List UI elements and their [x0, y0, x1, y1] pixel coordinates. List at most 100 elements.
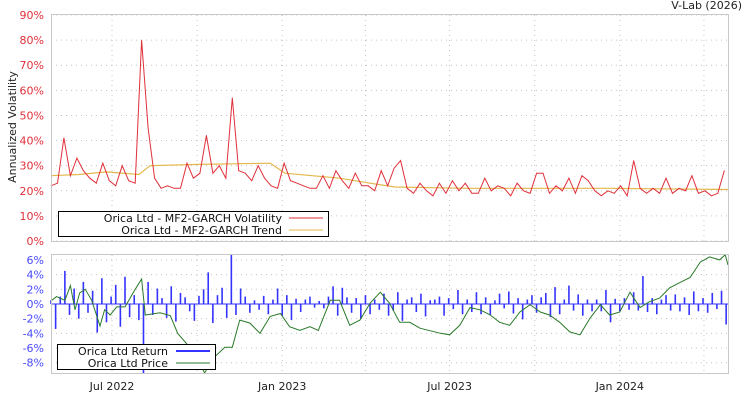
volatility-point	[367, 185, 369, 187]
volatility-point	[186, 162, 188, 164]
volatility-point	[160, 187, 162, 189]
legend-price-label: Orica Ltd Price	[88, 357, 169, 370]
volatility-point	[477, 192, 479, 194]
volatility-point	[303, 185, 304, 187]
price-line	[51, 253, 729, 375]
bottom-y-tick-label: -8%	[23, 357, 44, 370]
volatility-point	[451, 180, 453, 182]
top-y-ticks: 0% 10% 20% 30% 40% 50% 60% 70% 80% 90%	[20, 9, 44, 248]
volatility-point	[341, 180, 343, 182]
volatility-point	[374, 190, 376, 192]
volatility-line	[50, 40, 725, 198]
volatility-point	[613, 192, 615, 194]
volatility-point	[639, 187, 641, 189]
volatility-point	[581, 175, 583, 177]
volatility-point	[432, 195, 434, 197]
top-legend-box	[58, 211, 329, 237]
volatility-point	[380, 170, 382, 172]
volatility-point	[685, 190, 686, 192]
volatility-point	[523, 190, 525, 192]
volatility-point	[646, 192, 648, 194]
top-y-tick-label: 50%	[20, 109, 44, 122]
bottom-y-tick-label: -4%	[23, 327, 44, 340]
top-plot-frame	[51, 14, 729, 242]
volatility-point	[309, 187, 311, 189]
legend-return-label: Orica Ltd Return	[78, 345, 168, 358]
volatility-point	[167, 185, 168, 187]
volatility-point	[652, 187, 654, 189]
volatility-point	[141, 39, 143, 41]
volatility-point	[620, 185, 622, 187]
volatility-plot	[50, 39, 729, 198]
volatility-point	[484, 177, 486, 179]
volatility-point	[102, 162, 104, 164]
volatility-point	[698, 192, 699, 194]
volatility-point	[503, 187, 505, 189]
top-y-tick-label: 70%	[20, 59, 44, 72]
x-tick-label: Jan 2023	[257, 380, 306, 393]
volatility-point	[231, 97, 233, 99]
volatility-point	[290, 180, 291, 182]
volatility-point	[413, 192, 414, 194]
volatility-point	[659, 192, 660, 194]
volatility-point	[225, 177, 227, 179]
volatility-point	[316, 187, 317, 189]
volatility-point	[400, 160, 401, 162]
volatility-point	[439, 182, 440, 184]
volatility-point	[600, 195, 602, 197]
volatility-point	[193, 177, 194, 179]
volatility-point	[264, 177, 266, 179]
trend-line	[50, 162, 729, 191]
volatility-point	[95, 182, 97, 184]
volatility-point	[549, 192, 550, 194]
volatility-point	[354, 172, 356, 174]
volatility-point	[458, 190, 460, 192]
volatility-point	[70, 175, 71, 177]
volatility-point	[568, 177, 570, 179]
volatility-point	[277, 187, 278, 189]
volatility-point	[691, 175, 693, 177]
top-y-tick-label: 60%	[20, 84, 44, 97]
volatility-point	[387, 185, 389, 187]
volatility-point	[497, 185, 499, 187]
volatility-point	[63, 137, 65, 139]
legend-volatility-label: Orica Ltd - MF2-GARCH Volatility	[104, 212, 283, 225]
volatility-point	[199, 172, 201, 174]
bottom-y-tick-label: 2%	[27, 283, 44, 296]
volatility-point	[607, 190, 609, 192]
volatility-point	[555, 185, 557, 187]
volatility-point	[173, 187, 175, 189]
bottom-y-ticks: 6% 4%2% 0% -2%-4% -6% -8%	[23, 254, 44, 370]
top-legend: Orica Ltd - MF2-GARCH Volatility Orica L…	[58, 211, 329, 237]
volatility-point	[464, 182, 466, 184]
volatility-point	[115, 185, 117, 187]
top-gridlines	[51, 14, 728, 242]
volatility-point	[406, 187, 408, 189]
top-y-tick-label: 80%	[20, 34, 44, 47]
bottom-legend-box	[57, 344, 216, 370]
volatility-point	[393, 167, 395, 169]
bottom-y-tick-label: -2%	[23, 313, 44, 326]
volatility-point	[536, 172, 537, 174]
volatility-point	[335, 170, 337, 172]
y-axis-title: Annualized Volatility	[6, 71, 19, 183]
volatility-point	[328, 187, 330, 189]
volatility-point	[471, 192, 473, 194]
top-y-tick-label: 30%	[20, 160, 44, 173]
volatility-point	[244, 172, 246, 174]
volatility-point	[128, 180, 130, 182]
volatility-point	[704, 190, 706, 192]
volatility-point	[257, 165, 259, 167]
x-tick-label: Jul 2023	[426, 380, 472, 393]
bottom-legend: Orica Ltd Return Orica Ltd Price	[57, 344, 216, 370]
top-y-tick-label: 10%	[20, 210, 44, 223]
volatility-point	[665, 177, 667, 179]
x-tick-label: Jul 2022	[89, 380, 135, 393]
volatility-point	[574, 192, 576, 194]
volatility-point	[348, 187, 350, 189]
volatility-point	[529, 192, 531, 194]
volatility-point	[419, 182, 421, 184]
vlab-credit: V-Lab (2026)	[671, 0, 742, 12]
volatility-point	[723, 170, 725, 172]
